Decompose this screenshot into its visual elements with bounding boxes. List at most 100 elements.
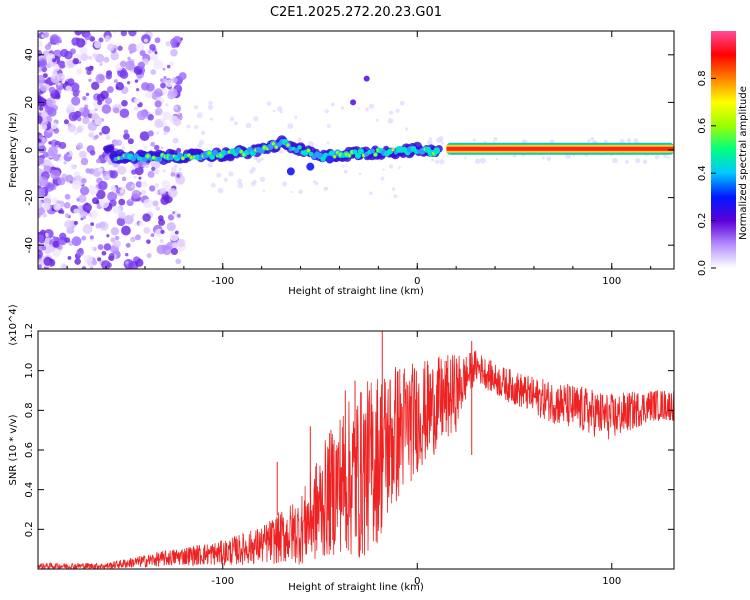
noise-cell: [388, 164, 394, 169]
noise-cell: [176, 238, 186, 248]
noise-cell: [81, 266, 87, 269]
noise-cell: [249, 169, 254, 175]
noise-cell: [80, 157, 89, 166]
noise-cell: [67, 78, 75, 86]
noise-cell: [143, 198, 153, 209]
noise-cell: [120, 31, 127, 37]
noise-cell: [326, 124, 331, 128]
noise-cell: [38, 188, 46, 198]
noise-cell: [176, 173, 181, 178]
noise-cell: [69, 180, 73, 184]
noise-cell: [166, 64, 171, 69]
noise-cell: [654, 155, 660, 160]
noise-cell: [428, 137, 432, 141]
noise-cell: [126, 116, 130, 120]
colorbar-label: Normalized spectral amplitude: [738, 86, 749, 240]
noise-cell: [52, 58, 57, 63]
noise-cell: [38, 138, 42, 143]
noise-cell: [97, 257, 102, 262]
noise-cell: [38, 249, 43, 260]
noise-cell: [43, 31, 50, 38]
noise-cell: [64, 220, 73, 229]
noise-cell: [89, 210, 98, 219]
noise-cell: [74, 31, 82, 36]
noise-cell: [119, 108, 130, 119]
noise-cell: [41, 245, 47, 251]
noise-cell: [161, 244, 169, 251]
noise-cell: [151, 166, 156, 172]
noise-cell: [612, 157, 618, 164]
noise-cell: [297, 137, 302, 142]
noise-cell: [441, 141, 444, 145]
noise-cell: [79, 46, 88, 55]
noise-cell: [112, 107, 120, 114]
noise-cell: [173, 118, 182, 127]
noise-cell: [100, 90, 109, 100]
noise-cell: [71, 37, 80, 46]
noise-cell: [149, 185, 156, 192]
trace-branch-cell: [325, 155, 334, 164]
noise-cell: [123, 129, 129, 134]
noise-cell: [178, 72, 187, 81]
noise-cell: [82, 223, 93, 234]
noise-cell: [44, 232, 49, 237]
noise-cell: [127, 56, 131, 60]
noise-cell: [121, 186, 125, 190]
noise-cell: [38, 264, 42, 269]
noise-cell: [152, 200, 159, 207]
noise-cell: [405, 127, 409, 131]
noise-cell: [290, 190, 293, 194]
noise-cell: [325, 186, 329, 190]
noise-cell: [85, 168, 91, 174]
spectrogram-ytick-label: 20: [24, 96, 35, 109]
trace-cell: [239, 149, 243, 154]
noise-cell: [89, 235, 94, 240]
noise-cell: [97, 100, 103, 106]
noise-cell: [141, 189, 147, 195]
noise-cell: [107, 176, 111, 180]
noise-cell: [106, 234, 110, 238]
noise-cell: [42, 212, 48, 218]
noise-cell: [99, 131, 103, 136]
noise-cell: [63, 202, 71, 209]
noise-cell: [82, 96, 87, 101]
noise-cell: [431, 158, 435, 162]
noise-cell: [38, 234, 45, 243]
noise-cell: [95, 223, 101, 229]
noise-cell: [79, 107, 85, 113]
noise-cell: [55, 144, 59, 149]
noise-cell: [143, 38, 148, 43]
noise-cell: [282, 181, 288, 187]
noise-cell: [50, 169, 61, 180]
noise-cell: [150, 69, 157, 75]
noise-cell: [68, 111, 79, 122]
noise-cell: [116, 217, 126, 227]
noise-cell: [126, 81, 131, 85]
noise-cell: [75, 175, 81, 181]
snr-ylabel: SNR (10 * v/v): [8, 414, 19, 485]
noise-cell: [48, 86, 56, 94]
noise-cell: [237, 182, 244, 189]
trace-cell: [274, 145, 278, 149]
noise-cell: [130, 183, 135, 189]
noise-cell: [143, 145, 148, 150]
noise-cell: [86, 69, 92, 76]
noise-cell: [253, 156, 258, 161]
noise-cell: [64, 193, 71, 200]
noise-cell: [101, 104, 112, 114]
noise-cell: [341, 165, 345, 168]
spectrogram-ytick-label: 40: [24, 48, 35, 61]
trace-blob: [363, 75, 370, 82]
noise-cell: [154, 118, 164, 128]
noise-cell: [74, 258, 81, 265]
noise-cell: [165, 41, 171, 47]
noise-cell: [80, 53, 89, 62]
noise-cell: [176, 147, 182, 153]
noise-cell: [89, 185, 99, 196]
spectrogram-ytick-label: -20: [24, 189, 35, 205]
noise-cell: [109, 170, 118, 179]
noise-cell: [71, 236, 82, 247]
noise-cell: [42, 159, 52, 169]
noise-cell: [38, 157, 45, 165]
noise-cell: [103, 56, 110, 63]
